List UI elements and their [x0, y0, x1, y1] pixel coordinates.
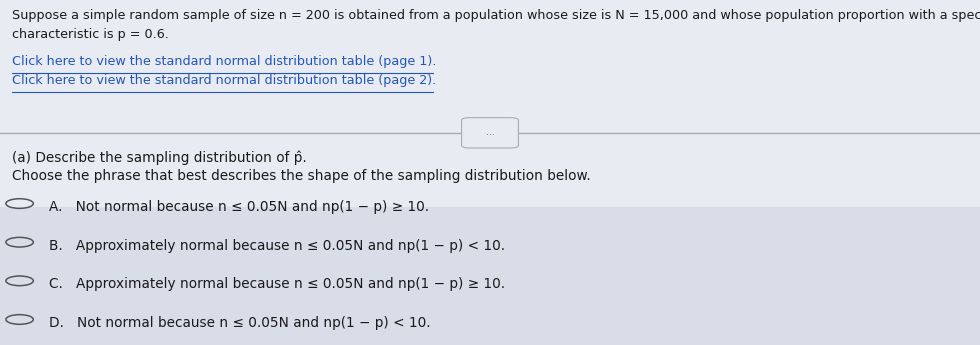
Text: Click here to view the standard normal distribution table (page 1).: Click here to view the standard normal d…	[12, 55, 436, 68]
Text: characteristic is p = 0.6.: characteristic is p = 0.6.	[12, 28, 169, 41]
Text: A.   Not normal because n ≤ 0.05N and np(1 − p) ≥ 10.: A. Not normal because n ≤ 0.05N and np(1…	[49, 200, 429, 214]
Text: ...: ...	[486, 128, 494, 137]
FancyBboxPatch shape	[0, 0, 980, 207]
Text: (a) Describe the sampling distribution of p̂.: (a) Describe the sampling distribution o…	[12, 150, 307, 165]
Text: D.   Not normal because n ≤ 0.05N and np(1 − p) < 10.: D. Not normal because n ≤ 0.05N and np(1…	[49, 316, 430, 330]
Text: C.   Approximately normal because n ≤ 0.05N and np(1 − p) ≥ 10.: C. Approximately normal because n ≤ 0.05…	[49, 277, 505, 292]
Text: Click here to view the standard normal distribution table (page 2).: Click here to view the standard normal d…	[12, 74, 436, 87]
Text: Choose the phrase that best describes the shape of the sampling distribution bel: Choose the phrase that best describes th…	[12, 169, 591, 183]
FancyBboxPatch shape	[462, 118, 518, 148]
Text: Suppose a simple random sample of size n = 200 is obtained from a population who: Suppose a simple random sample of size n…	[12, 9, 980, 22]
FancyBboxPatch shape	[0, 207, 980, 345]
Text: B.   Approximately normal because n ≤ 0.05N and np(1 − p) < 10.: B. Approximately normal because n ≤ 0.05…	[49, 239, 505, 253]
